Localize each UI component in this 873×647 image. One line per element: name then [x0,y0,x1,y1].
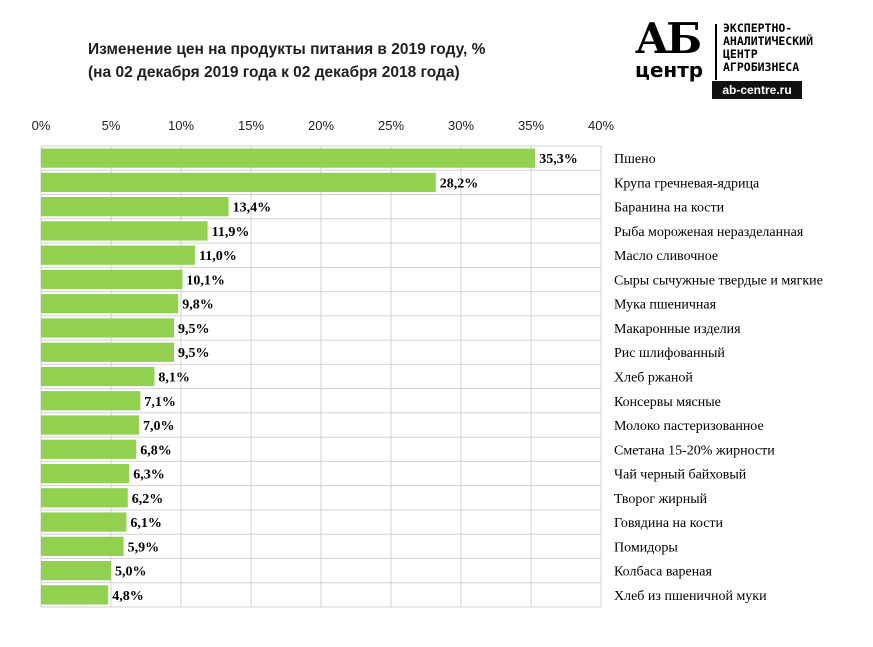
bar [41,148,536,168]
bar [41,439,137,459]
ab-centre-logo: АБ центр ЭКСПЕРТНО- АНАЛИТИЧЕСКИЙ ЦЕНТР … [633,14,848,102]
logo-ab-text: АБ [635,14,702,63]
category-label: Сметана 15-20% жирности [614,443,775,458]
data-label: 6,3% [133,468,165,483]
bar [41,512,127,532]
x-tick-label: 10% [168,118,194,133]
data-label: 11,9% [212,225,250,240]
category-label: Баранина на кости [614,201,725,216]
category-label: Чай черный байховый [614,468,747,483]
logo-separator [715,24,717,80]
data-label: 9,5% [178,346,210,361]
category-label: Макаронные изделия [614,322,741,337]
category-label: Творог жирный [614,492,708,507]
x-tick-label: 35% [518,118,544,133]
category-label: Хлеб ржаной [614,371,693,386]
bar [41,463,130,484]
bar [41,172,436,193]
logo-centr-text: центр [635,58,704,82]
x-tick-label: 15% [238,118,264,133]
bar [41,221,208,241]
category-label: Крупа гречневая-ядрица [614,176,760,191]
category-label: Колбаса вареная [614,565,712,580]
logo-mark: АБ центр [633,14,715,100]
bar [41,585,109,605]
category-label: Рыба мороженая неразделанная [614,225,804,240]
category-label: Говядина на кости [614,516,724,531]
category-label: Мука пшеничная [614,298,717,313]
x-tick-label: 0% [32,118,51,133]
bar [41,391,141,411]
category-label: Хлеб из пшеничной муки [614,589,767,604]
logo-line-2: АНАЛИТИЧЕСКИЙ [723,34,814,48]
logo-caption: ЭКСПЕРТНО- АНАЛИТИЧЕСКИЙ ЦЕНТР АГРОБИЗНЕ… [723,22,813,74]
category-label: Молоко пастеризованное [614,419,764,434]
data-label: 6,8% [140,443,172,458]
data-label: 7,1% [144,395,176,410]
x-tick-label: 40% [588,118,614,133]
category-label: Сыры сычужные твердые и мягкие [614,273,823,288]
data-label: 6,2% [132,492,164,507]
data-label: 28,2% [440,176,479,191]
data-label: 6,1% [130,516,162,531]
x-tick-label: 5% [102,118,121,133]
logo-line-3: ЦЕНТР [723,47,758,61]
data-label: 9,8% [182,298,214,313]
x-tick-label: 20% [308,118,334,133]
bar [41,560,111,581]
bar [41,366,155,387]
data-label: 35,3% [539,152,578,167]
x-tick-label: 25% [378,118,404,133]
data-label: 11,0% [199,249,237,264]
bar [41,342,174,362]
bar [41,294,179,314]
x-tick-label: 30% [448,118,474,133]
bar [41,415,139,435]
category-label: Помидоры [614,540,678,555]
data-label: 7,0% [143,419,175,434]
logo-line-4: АГРОБИЗНЕСА [723,60,800,74]
category-label: Рис шлифованный [614,346,725,361]
category-label: Масло сливочное [614,249,718,264]
data-label: 9,5% [178,322,210,337]
data-label: 10,1% [186,273,225,288]
bar [41,197,229,217]
logo-line-1: ЭКСПЕРТНО- [723,21,793,35]
logo-url: ab-centre.ru [712,81,802,99]
data-label: 5,9% [128,540,160,555]
category-label: Пшено [614,152,656,167]
bar [41,318,174,338]
data-label: 4,8% [112,589,144,604]
data-label: 5,0% [115,565,147,580]
bar [41,536,124,556]
category-label: Консервы мясные [614,395,721,410]
data-label: 13,4% [233,201,272,216]
bar [41,245,195,265]
chart-title: Изменение цен на продукты питания в 2019… [88,41,486,58]
bar [41,488,128,508]
chart-subtitle: (на 02 декабря 2019 года к 02 декабря 20… [88,64,460,81]
data-label: 8,1% [158,371,190,386]
bar [41,269,183,290]
